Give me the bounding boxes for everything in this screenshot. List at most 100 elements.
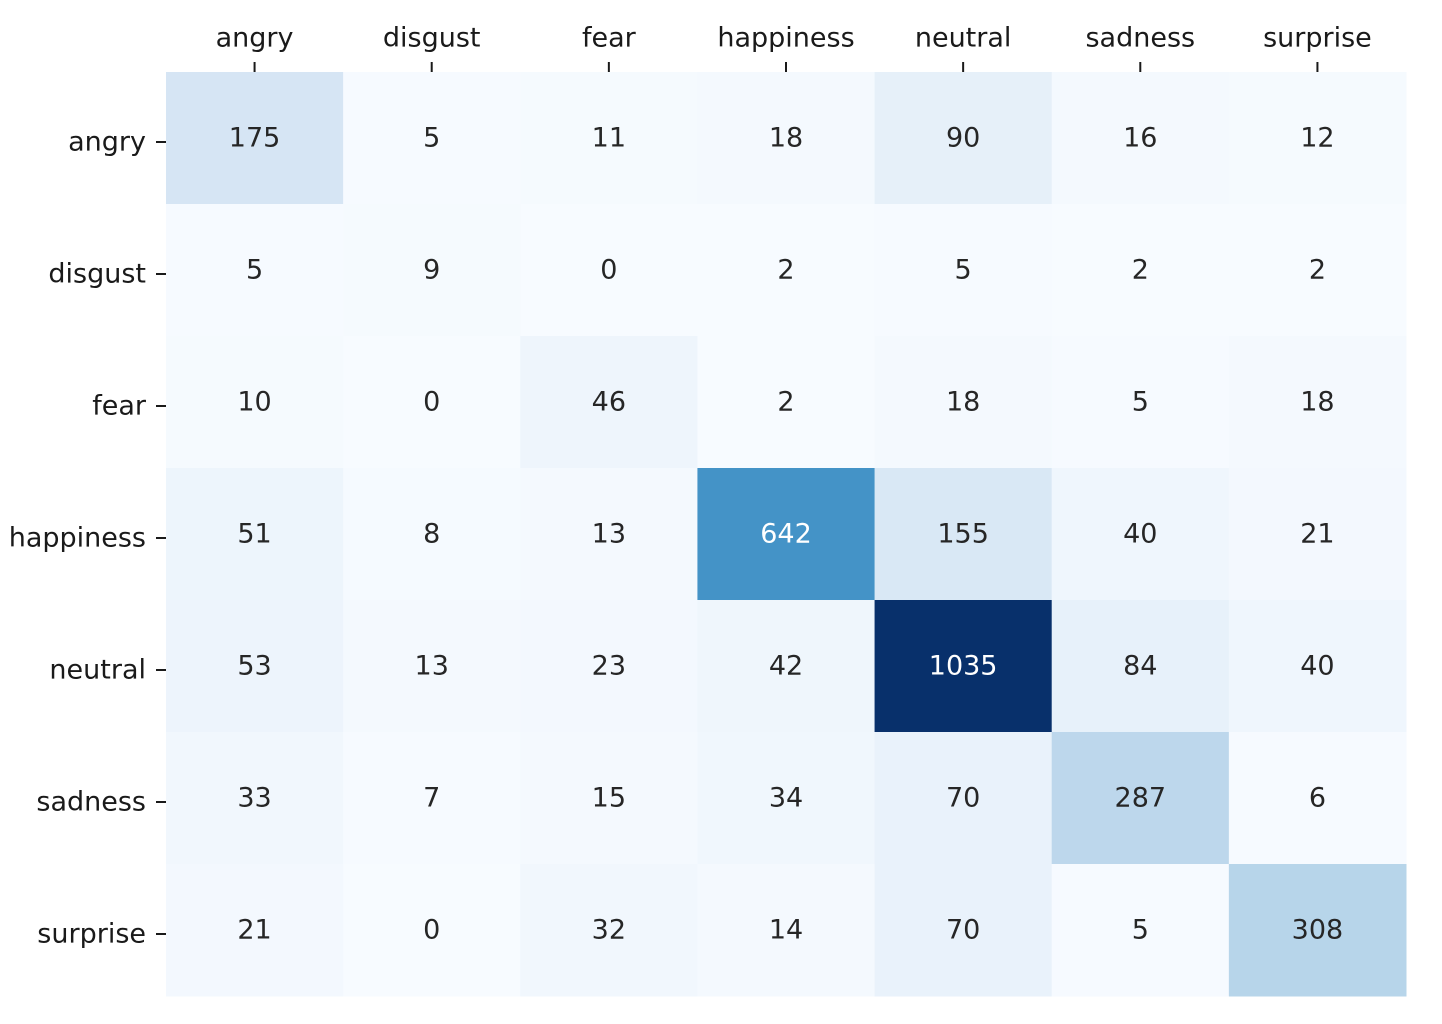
cell-value-label-neutral-disgust: 13: [415, 651, 449, 682]
x-tick-label-disgust: disgust: [383, 23, 481, 54]
heatmap-cell-happiness-angry: [166, 468, 344, 601]
heatmap-cell-angry-disgust: [343, 72, 521, 205]
heatmap-cell-disgust-neutral: [874, 204, 1053, 337]
heatmap-cell-neutral-surprise: [1228, 600, 1407, 733]
cell-value-label-surprise-neutral: 70: [946, 915, 980, 946]
cell-value-label-neutral-sadness: 84: [1123, 651, 1157, 682]
cell-value-label-fear-happiness: 2: [777, 387, 794, 418]
cell-value-label-neutral-surprise: 40: [1300, 651, 1334, 682]
heatmap-cells: [166, 72, 1407, 997]
cell-value-label-sadness-sadness: 287: [1115, 783, 1167, 814]
y-tick-label-happiness: happiness: [9, 523, 146, 554]
heatmap-cell-neutral-disgust: [343, 600, 521, 733]
heatmap-cell-sadness-surprise: [1228, 732, 1407, 865]
heatmap-cell-neutral-happiness: [697, 600, 876, 733]
cell-value-label-angry-sadness: 16: [1123, 123, 1157, 154]
heatmap-cell-disgust-fear: [520, 204, 698, 337]
cell-value-label-neutral-angry: 53: [237, 651, 271, 682]
cell-value-label-sadness-surprise: 6: [1309, 783, 1326, 814]
heatmap-cell-neutral-fear: [520, 600, 698, 733]
heatmap-cell-fear-neutral: [874, 336, 1053, 469]
heatmap-cell-fear-angry: [166, 336, 344, 469]
cell-value-label-surprise-surprise: 308: [1292, 915, 1344, 946]
cell-value-label-sadness-happiness: 34: [769, 783, 803, 814]
y-tick-label-surprise: surprise: [37, 919, 146, 950]
heatmap-cell-sadness-angry: [166, 732, 344, 865]
cell-value-label-disgust-disgust: 9: [423, 255, 440, 286]
heatmap-cell-surprise-sadness: [1051, 864, 1230, 997]
cell-value-label-happiness-fear: 13: [592, 519, 626, 550]
heatmap-cell-fear-fear: [520, 336, 698, 469]
heatmap-cell-disgust-happiness: [697, 204, 876, 337]
cell-value-label-sadness-angry: 33: [237, 783, 271, 814]
heatmap-cell-disgust-angry: [166, 204, 344, 337]
heatmap-cell-angry-sadness: [1051, 72, 1230, 205]
heatmap-cell-neutral-neutral: [874, 600, 1053, 733]
y-tick-label-angry: angry: [68, 127, 146, 158]
heatmap-cell-surprise-surprise: [1228, 864, 1407, 997]
heatmap-cell-angry-fear: [520, 72, 698, 205]
cell-value-label-surprise-happiness: 14: [769, 915, 803, 946]
x-tick-label-surprise: surprise: [1263, 23, 1372, 54]
cell-value-label-surprise-disgust: 0: [423, 915, 440, 946]
cell-value-label-happiness-happiness: 642: [760, 519, 812, 550]
cell-value-label-fear-neutral: 18: [946, 387, 980, 418]
cell-value-label-angry-fear: 11: [592, 123, 626, 154]
cell-value-label-disgust-sadness: 2: [1132, 255, 1149, 286]
cell-value-label-disgust-happiness: 2: [777, 255, 794, 286]
cell-value-label-sadness-disgust: 7: [423, 783, 440, 814]
cell-value-label-fear-surprise: 18: [1300, 387, 1334, 418]
cell-value-label-neutral-happiness: 42: [769, 651, 803, 682]
cell-value-label-disgust-angry: 5: [246, 255, 263, 286]
y-tick-label-sadness: sadness: [36, 787, 146, 818]
cell-value-label-surprise-sadness: 5: [1132, 915, 1149, 946]
heatmap-cell-surprise-disgust: [343, 864, 521, 997]
cell-value-label-disgust-fear: 0: [600, 255, 617, 286]
heatmap-cell-happiness-fear: [520, 468, 698, 601]
cell-value-label-disgust-neutral: 5: [955, 255, 972, 286]
cell-value-label-neutral-neutral: 1035: [929, 651, 998, 682]
cell-value-label-angry-happiness: 18: [769, 123, 803, 154]
cell-value-label-surprise-fear: 32: [592, 915, 626, 946]
heatmap-cell-neutral-angry: [166, 600, 344, 733]
heatmap-cell-angry-surprise: [1228, 72, 1407, 205]
heatmap-cell-fear-surprise: [1228, 336, 1407, 469]
heatmap-cell-disgust-surprise: [1228, 204, 1407, 337]
cell-value-label-fear-sadness: 5: [1132, 387, 1149, 418]
cell-value-label-disgust-surprise: 2: [1309, 255, 1326, 286]
cell-value-label-angry-disgust: 5: [423, 123, 440, 154]
cell-value-label-angry-surprise: 12: [1300, 123, 1334, 154]
cell-value-label-fear-fear: 46: [592, 387, 626, 418]
heatmap-cell-fear-sadness: [1051, 336, 1230, 469]
y-tick-label-neutral: neutral: [49, 655, 146, 686]
y-axis-left: angry disgust fear happiness neutral sadness s…: [9, 127, 166, 950]
cell-value-label-fear-angry: 10: [237, 387, 271, 418]
heatmap-cell-sadness-fear: [520, 732, 698, 865]
cell-value-label-fear-disgust: 0: [423, 387, 440, 418]
x-axis-top: angry disgust fear happiness neutral sadness s…: [216, 23, 1372, 72]
cell-value-label-happiness-disgust: 8: [423, 519, 440, 550]
heatmap-cell-surprise-angry: [166, 864, 344, 997]
heatmap-cell-fear-happiness: [697, 336, 876, 469]
y-tick-label-disgust: disgust: [48, 259, 146, 290]
heatmap-cell-neutral-sadness: [1051, 600, 1230, 733]
heatmap-cell-fear-disgust: [343, 336, 521, 469]
heatmap-cell-disgust-disgust: [343, 204, 521, 337]
heatmap-cell-surprise-neutral: [874, 864, 1053, 997]
heatmap-cell-happiness-surprise: [1228, 468, 1407, 601]
y-tick-label-fear: fear: [92, 391, 147, 422]
heatmap-cell-sadness-neutral: [874, 732, 1053, 865]
x-tick-label-angry: angry: [216, 23, 294, 54]
heatmap-cell-happiness-sadness: [1051, 468, 1230, 601]
heatmap-cell-happiness-happiness: [697, 468, 876, 601]
cell-value-label-angry-angry: 175: [229, 123, 281, 154]
cell-value-label-happiness-surprise: 21: [1300, 519, 1334, 550]
heatmap-cell-surprise-fear: [520, 864, 698, 997]
heatmap-cell-surprise-happiness: [697, 864, 876, 997]
cell-value-label-happiness-angry: 51: [237, 519, 271, 550]
x-tick-label-fear: fear: [582, 23, 637, 54]
heatmap-cell-happiness-neutral: [874, 468, 1053, 601]
x-tick-label-happiness: happiness: [717, 23, 854, 54]
